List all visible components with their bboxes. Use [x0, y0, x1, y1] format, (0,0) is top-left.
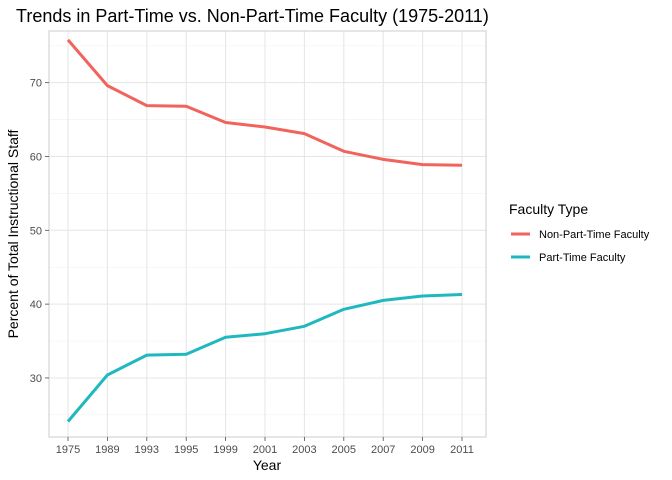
x-tick-label: 2011 — [450, 444, 474, 456]
plot-panel-border — [48, 30, 487, 438]
legend: Faculty Type Non-Part-Time Faculty Part-T… — [509, 201, 650, 264]
y-tick-label: 50 — [30, 225, 42, 237]
x-tick-label: 2005 — [332, 444, 356, 456]
legend-label-0: Non-Part-Time Faculty — [539, 229, 650, 241]
x-axis-title: Year — [253, 457, 282, 473]
x-tick-label: 1999 — [213, 444, 237, 456]
x-tick-label: 1975 — [56, 444, 80, 456]
x-tick-label: 1993 — [135, 444, 159, 456]
x-tick-label: 1995 — [174, 444, 198, 456]
y-tick-label: 40 — [30, 299, 42, 311]
series-line-0 — [66, 38, 463, 167]
grid — [49, 31, 486, 437]
x-tick-label: 2009 — [410, 444, 434, 456]
y-tick-label: 70 — [30, 78, 42, 90]
y-axis-ticks: 30 40 50 60 70 — [30, 78, 49, 385]
x-tick-label: 1989 — [95, 444, 119, 456]
series-line-1 — [66, 293, 463, 423]
y-axis-title: Percent of Total Instructional Staff — [5, 129, 21, 338]
legend-label-1: Part-Time Faculty — [539, 252, 626, 264]
x-tick-label: 2001 — [253, 444, 277, 456]
legend-title: Faculty Type — [509, 201, 588, 217]
y-tick-label: 60 — [30, 151, 42, 163]
x-axis-ticks: 1975 1989 1993 1995 1999 2001 2003 2005 2007 2009… — [56, 437, 474, 456]
x-tick-label: 2007 — [371, 444, 395, 456]
y-tick-label: 30 — [30, 373, 42, 385]
x-tick-label: 2003 — [292, 444, 316, 456]
chart-title: Trends in Part-Time vs. Non-Part-Time Fa… — [16, 6, 489, 26]
series-lines — [66, 38, 463, 423]
